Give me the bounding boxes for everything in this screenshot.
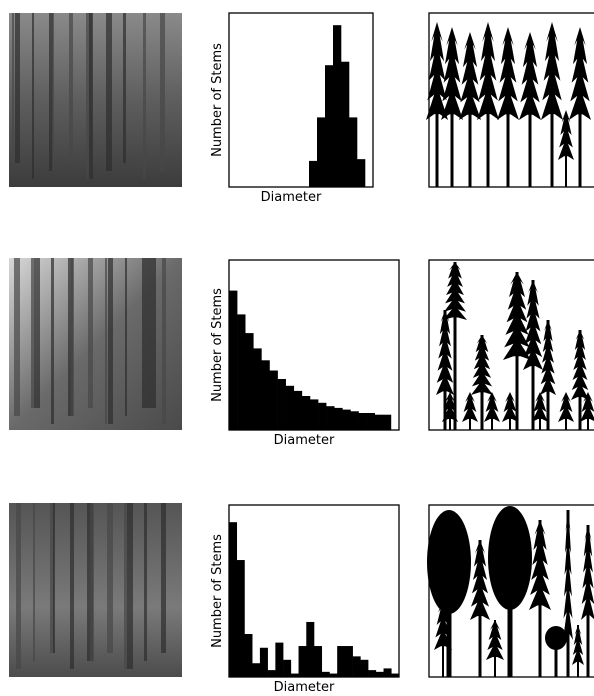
bar [302, 396, 310, 430]
photo-trunk [34, 258, 40, 408]
x-axis-label: Diameter [274, 433, 335, 448]
bar [253, 348, 261, 430]
figure: Diameter Number of Stems Diameter Number of… [0, 0, 594, 696]
y-axis-label: Number of Stems [210, 534, 225, 648]
bar [310, 399, 318, 430]
photo-trunk [106, 13, 112, 171]
bar [367, 413, 375, 430]
photo-trunk [69, 13, 73, 163]
photo-trunk [108, 258, 113, 424]
x-axis-label: Diameter [274, 680, 335, 695]
photo-trunk [53, 503, 55, 653]
photo-trunk [124, 503, 127, 669]
bar [261, 360, 269, 430]
photo-trunk [51, 258, 54, 424]
bar [350, 411, 358, 430]
bar [244, 634, 252, 677]
bar [268, 670, 276, 677]
bar [376, 672, 384, 677]
bar [278, 379, 286, 430]
bar [333, 25, 341, 187]
bar [275, 643, 283, 677]
photo-trunk [107, 503, 113, 653]
bar [342, 410, 350, 430]
y-axis-label: Number of Stems [210, 43, 225, 157]
photo-trunk [161, 503, 166, 653]
photo-trunk [88, 258, 93, 408]
bar [299, 646, 307, 677]
bar [325, 65, 333, 187]
photo-trunk [142, 258, 156, 408]
bar [286, 386, 294, 430]
bar [294, 391, 302, 430]
photo-trunk [15, 13, 20, 163]
bar [341, 62, 349, 187]
bar [260, 648, 268, 677]
bar [317, 117, 325, 187]
bar [359, 413, 367, 430]
bar [375, 415, 383, 430]
bar [269, 371, 277, 431]
photo-trunk [31, 258, 34, 408]
photo-trunk [144, 503, 147, 661]
x-axis-label: Diameter [261, 190, 322, 205]
photo-trunk [12, 13, 14, 163]
bar [334, 408, 342, 430]
photo-trunk [33, 503, 35, 661]
photo-trunk [70, 503, 74, 669]
bar [306, 622, 314, 677]
photo-trunk [127, 503, 133, 669]
photo-trunk [162, 258, 166, 424]
photo-trunk [16, 503, 21, 669]
bar [229, 291, 237, 430]
photo-trunk [125, 258, 127, 416]
bar [318, 403, 326, 430]
bar [384, 668, 392, 677]
photo-trunk [160, 13, 165, 171]
photo-trunk [71, 258, 74, 416]
bar [383, 415, 391, 430]
bar [345, 646, 353, 677]
photo-trunk [89, 13, 93, 179]
bar [326, 406, 334, 430]
photo-trunk [32, 13, 34, 179]
bar [229, 522, 237, 677]
bar [245, 333, 253, 430]
bar [283, 660, 291, 677]
photo-trunk [123, 13, 126, 163]
bar [337, 646, 345, 677]
photo-trunk [14, 258, 20, 416]
bar [353, 656, 361, 677]
bar [357, 159, 365, 187]
photo-trunk [105, 258, 107, 424]
y-axis-label: Number of Stems [210, 288, 225, 402]
bar [237, 560, 245, 677]
bar [368, 670, 376, 677]
bar [314, 646, 322, 677]
bar [309, 161, 317, 187]
bar [252, 663, 260, 677]
photo-trunk [52, 13, 54, 171]
bar [322, 672, 330, 677]
bar [237, 314, 245, 430]
photo-trunk [90, 503, 94, 661]
photo-trunk [143, 13, 146, 179]
bar [349, 117, 357, 187]
bar [360, 660, 368, 677]
